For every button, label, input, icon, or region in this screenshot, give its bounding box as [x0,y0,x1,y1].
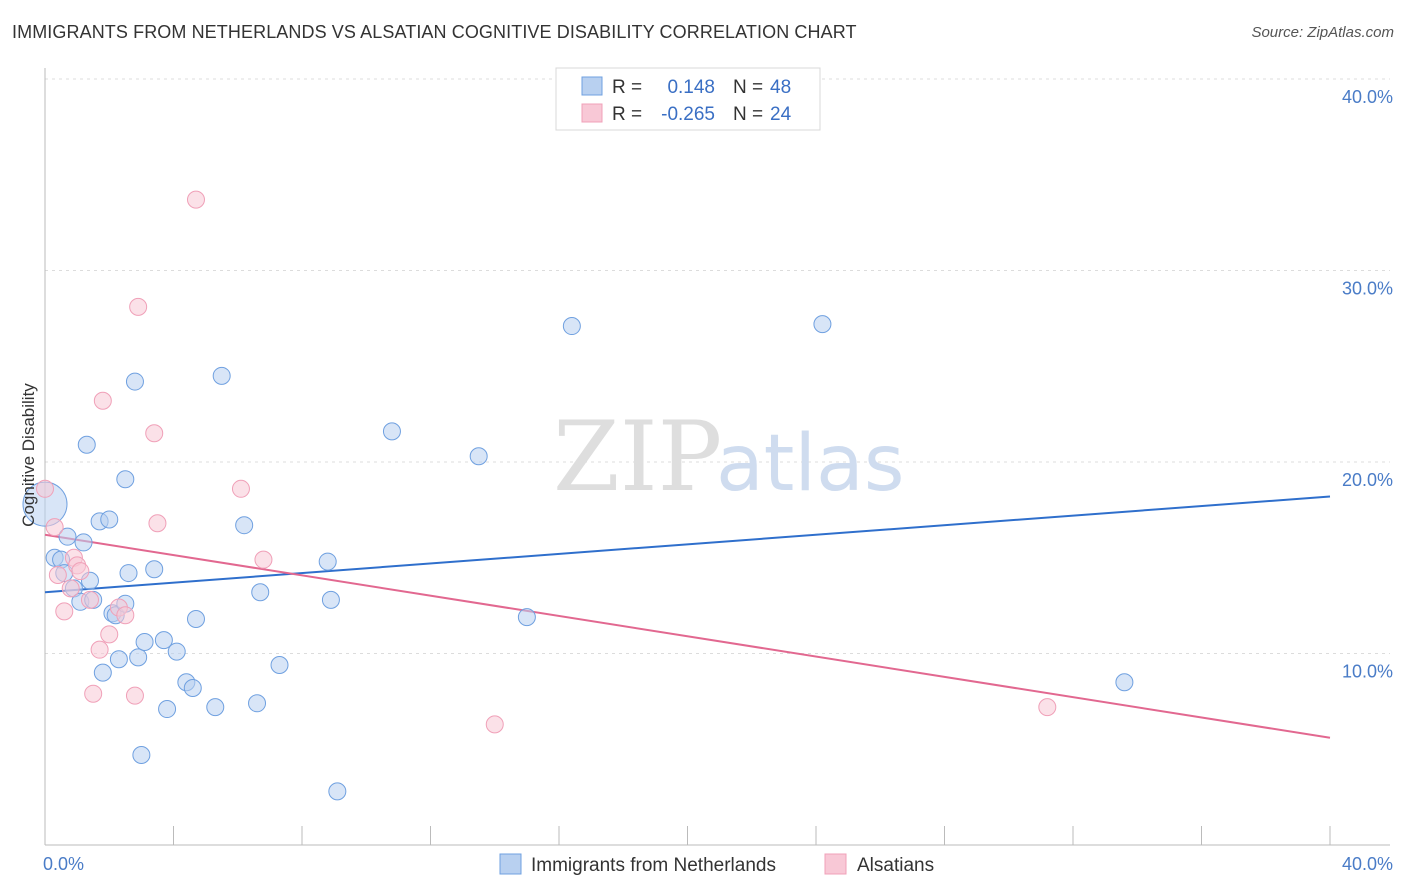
point-s1-15 [125,686,144,705]
point-s0-38 [321,590,340,609]
point-s1-21 [254,550,273,569]
trend-line-1 [44,533,1331,739]
grid-lines [45,78,1390,654]
point-s0-35 [251,583,270,602]
point-s1-2 [48,565,67,584]
point-s0-7 [74,533,93,552]
watermark-atlas: atlas [716,419,905,509]
y-tick-label-1: 20.0% [1342,470,1393,490]
point-s1-10 [90,640,109,659]
x-tick-label-1: 40.0% [1342,854,1393,874]
point-s0-29 [183,678,202,697]
x-tick-label-0: 0.0% [43,854,84,874]
point-s0-40 [382,422,401,441]
point-s0-32 [212,366,231,385]
point-s0-31 [206,698,225,717]
y-tick-label-3: 40.0% [1342,87,1393,107]
legend-swatch-alsatians [581,103,603,123]
point-s1-9 [84,684,103,703]
point-s0-30 [186,610,205,629]
point-s1-14 [116,606,135,625]
point-s1-18 [148,514,167,533]
point-s1-3 [55,602,74,621]
point-s1-16 [129,297,148,316]
legend-n-value-2: 24 [770,104,792,125]
point-s1-22 [485,715,504,734]
point-s0-25 [154,631,173,650]
point-s1-4 [61,579,80,598]
y-tick-label-0: 10.0% [1342,662,1393,682]
legend-r-value-2: -0.265 [661,104,715,125]
point-s0-4 [58,527,77,546]
point-s1-11 [93,391,112,410]
point-s0-21 [129,648,148,667]
point-s1-7 [71,562,90,581]
point-s1-23 [1038,698,1057,717]
point-s0-43 [562,317,581,336]
point-s0-13 [100,510,119,529]
legend-r-label-1: R = [612,77,642,98]
point-s0-41 [469,447,488,466]
series-legend-label-alsatians: Alsatians [857,855,934,876]
legend-n-label-1: N = [733,77,763,98]
watermark: ZIP atlas [553,401,905,513]
point-s0-20 [125,372,144,391]
point-s0-37 [318,552,337,571]
legend-n-label-2: N = [733,104,763,125]
point-s1-20 [231,479,250,498]
legend-swatch-netherlands [581,76,603,96]
point-s0-26 [158,700,177,719]
series-legend-swatch-alsatians [824,853,847,875]
series-legend-label-netherlands: Immigrants from Netherlands [531,855,776,876]
series-legend: Immigrants from Netherlands Alsatians [499,853,934,876]
point-s0-39 [328,782,347,801]
point-s0-18 [116,470,135,489]
series-legend-swatch-netherlands [499,853,522,875]
axes [44,68,1390,846]
point-s1-19 [186,190,205,209]
point-s0-19 [119,564,138,583]
chart-source: Source: ZipAtlas.com [1251,24,1394,41]
point-s0-24 [145,560,164,579]
point-s0-22 [132,745,151,764]
point-s1-1 [45,518,64,537]
trend-lines [44,495,1331,739]
legend-n-value-1: 48 [770,77,791,98]
stats-legend: R = 0.148 N = 48 R = -0.265 N = 24 [555,67,821,131]
legend-r-label-2: R = [612,104,642,125]
x-tick-labels: 0.0% 40.0% [43,854,1393,874]
point-s0-8 [77,435,96,454]
y-tick-labels: 10.0% 20.0% 30.0% 40.0% [1342,87,1393,682]
watermark-zip: ZIP [553,401,722,513]
trend-line-0 [44,495,1331,594]
point-s0-12 [93,663,112,682]
point-s0-36 [270,655,289,674]
point-s0-34 [248,694,267,713]
chart-title: IMMIGRANTS FROM NETHERLANDS VS ALSATIAN … [12,22,857,42]
point-s0-27 [167,642,186,661]
point-s1-0 [36,479,54,498]
point-s0-45 [1115,673,1134,692]
y-axis-label: Cognitive Disability [19,383,38,527]
point-s1-8 [80,590,99,609]
point-s0-33 [235,516,254,535]
point-s1-12 [100,625,119,644]
y-tick-label-2: 30.0% [1342,279,1393,299]
point-s0-42 [517,608,536,627]
point-s0-44 [813,315,832,334]
legend-r-value-1: 0.148 [667,77,715,98]
point-s0-23 [135,633,154,652]
point-s1-17 [145,424,164,443]
data-points [22,190,1134,801]
point-s0-16 [109,650,128,669]
